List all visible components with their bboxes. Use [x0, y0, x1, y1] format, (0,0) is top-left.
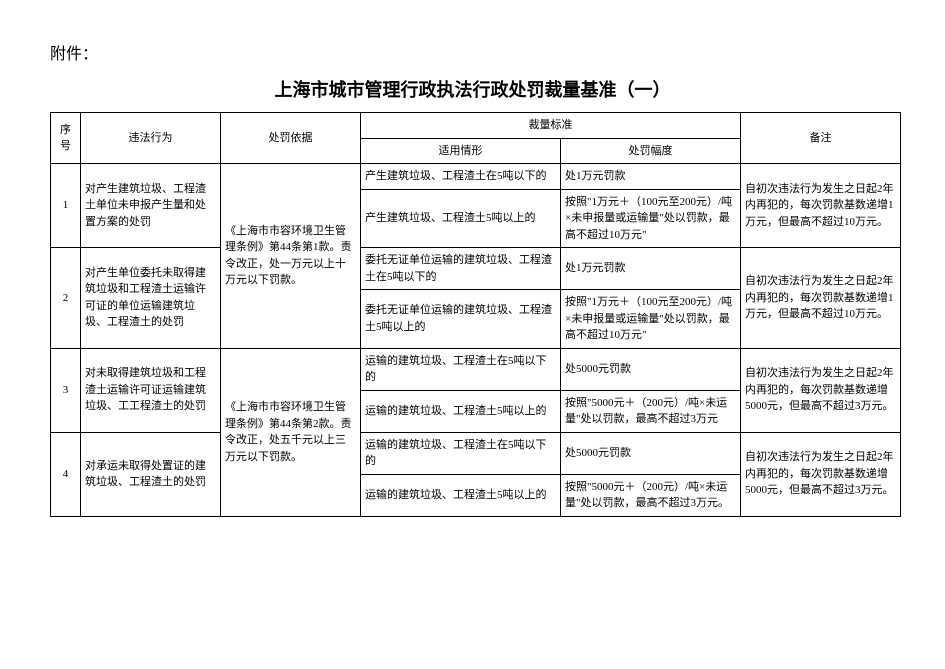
cell-degree: 按照"5000元＋（200元）/吨×未运量"处以罚款，最高不超过3万元。 [561, 474, 741, 516]
table-row: 1 对产生建筑垃圾、工程渣土单位未申报产生量和处置方案的处罚 《上海市市容环境卫… [51, 164, 901, 190]
cell-index: 1 [51, 164, 81, 248]
cell-remark: 自初次违法行为发生之日起2年内再犯的，每次罚款基数递增5000元，但最高不超过3… [741, 432, 901, 516]
cell-situation: 产生建筑垃圾、工程渣土在5吨以下的 [361, 164, 561, 190]
table-row: 4 对承运未取得处置证的建筑垃圾、工程渣土的处罚 运输的建筑垃圾、工程渣土在5吨… [51, 432, 901, 474]
cell-remark: 自初次违法行为发生之日起2年内再犯的，每次罚款基数递增5000元，但最高不超过3… [741, 348, 901, 432]
cell-remark: 自初次违法行为发生之日起2年内再犯的，每次罚款基数递增1万元，但最高不超过10万… [741, 164, 901, 248]
table-row: 2 对产生单位委托未取得建筑垃圾和工程渣土运输许可证的单位运输建筑垃圾、工程渣土… [51, 248, 901, 290]
header-degree: 处罚幅度 [561, 138, 741, 164]
cell-degree: 按照"1万元＋（100元至200元）/吨×未申报量或运输量"处以罚款，最高不超过… [561, 290, 741, 349]
header-remark: 备注 [741, 113, 901, 164]
header-situation: 适用情形 [361, 138, 561, 164]
cell-basis: 《上海市市容环境卫生管理条例》第44条第2款。责令改正，处五千元以上三万元以下罚… [221, 348, 361, 516]
cell-index: 4 [51, 432, 81, 516]
document-title: 上海市城市管理行政执法行政处罚裁量基准（一） [50, 76, 895, 102]
cell-degree: 处1万元罚款 [561, 164, 741, 190]
cell-situation: 运输的建筑垃圾、工程渣土在5吨以下的 [361, 432, 561, 474]
cell-index: 2 [51, 248, 81, 349]
table-row: 3 对未取得建筑垃圾和工程渣土运输许可证运输建筑垃圾、工工程渣土的处罚 《上海市… [51, 348, 901, 390]
cell-basis: 《上海市市容环境卫生管理条例》第44条第1款。责令改正，处一万元以上十万元以下罚… [221, 164, 361, 349]
cell-situation: 产生建筑垃圾、工程渣土5吨以上的 [361, 189, 561, 248]
cell-index: 3 [51, 348, 81, 432]
header-row-1: 序号 违法行为 处罚依据 裁量标准 备注 [51, 113, 901, 139]
cell-situation: 运输的建筑垃圾、工程渣土在5吨以下的 [361, 348, 561, 390]
cell-violation: 对产生建筑垃圾、工程渣土单位未申报产生量和处置方案的处罚 [81, 164, 221, 248]
cell-remark: 自初次违法行为发生之日起2年内再犯的，每次罚款基数递增1万元，但最高不超过10万… [741, 248, 901, 349]
cell-violation: 对未取得建筑垃圾和工程渣土运输许可证运输建筑垃圾、工工程渣土的处罚 [81, 348, 221, 432]
cell-situation: 运输的建筑垃圾、工程渣土5吨以上的 [361, 474, 561, 516]
cell-degree: 处5000元罚款 [561, 432, 741, 474]
header-basis: 处罚依据 [221, 113, 361, 164]
cell-degree: 按照"5000元＋（200元）/吨×未运量"处以罚款，最高不超过3万元 [561, 390, 741, 432]
cell-situation: 委托无证单位运输的建筑垃圾、工程渣土5吨以上的 [361, 290, 561, 349]
cell-violation: 对承运未取得处置证的建筑垃圾、工程渣土的处罚 [81, 432, 221, 516]
header-standard: 裁量标准 [361, 113, 741, 139]
attachment-label: 附件： [50, 40, 895, 64]
cell-degree: 处5000元罚款 [561, 348, 741, 390]
header-violation: 违法行为 [81, 113, 221, 164]
cell-degree: 按照"1万元＋（100元至200元）/吨×未申报量或运输量"处以罚款，最高不超过… [561, 189, 741, 248]
cell-violation: 对产生单位委托未取得建筑垃圾和工程渣土运输许可证的单位运输建筑垃圾、工程渣土的处… [81, 248, 221, 349]
cell-situation: 运输的建筑垃圾、工程渣土5吨以上的 [361, 390, 561, 432]
header-index: 序号 [51, 113, 81, 164]
cell-degree: 处1万元罚款 [561, 248, 741, 290]
penalty-table: 序号 违法行为 处罚依据 裁量标准 备注 适用情形 处罚幅度 1 对产生建筑垃圾… [50, 112, 901, 517]
cell-situation: 委托无证单位运输的建筑垃圾、工程渣土在5吨以下的 [361, 248, 561, 290]
